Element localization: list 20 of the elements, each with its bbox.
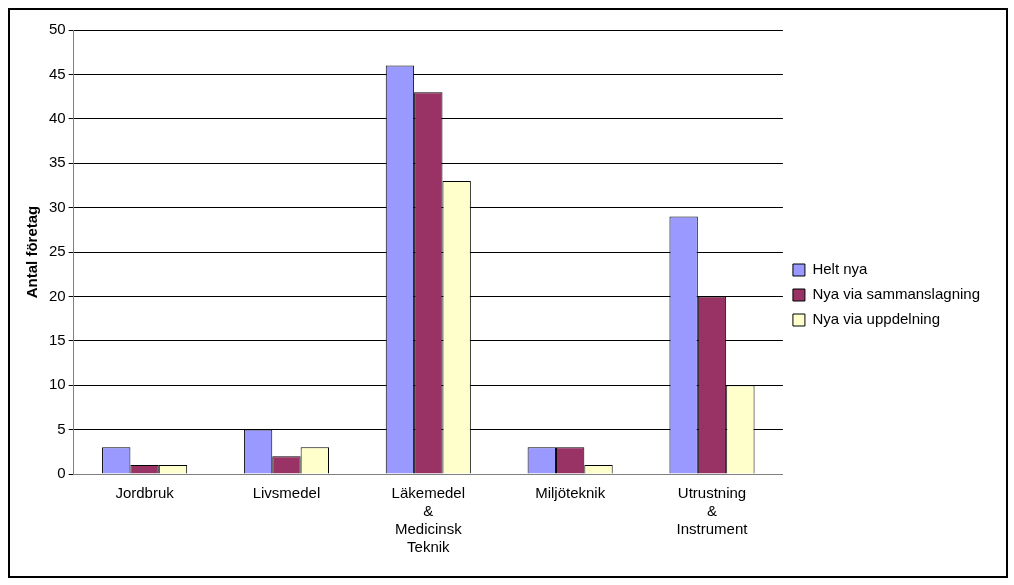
y-tick-label: 10 (49, 375, 66, 393)
y-tick-label: 35 (49, 153, 66, 171)
y-tick-label: 0 (57, 464, 66, 482)
y-tick-label: 5 (57, 419, 66, 437)
x-tick-label: Läkemedel & Medicinsk Teknik (391, 484, 465, 556)
y-tick-label: 25 (49, 242, 66, 260)
x-tick-label: Utrustning & Instrument (676, 484, 749, 538)
y-tick-label: 45 (49, 64, 66, 82)
x-tick-label: Jordbruk (115, 484, 175, 502)
y-tick-label: 30 (49, 197, 66, 215)
y-tick-label: 40 (49, 108, 66, 126)
legend-label: Nya via uppdelning (812, 310, 941, 328)
y-axis-title: Antal företag (23, 205, 41, 299)
x-tick-label: Miljöteknik (535, 484, 606, 502)
legend-label: Nya via sammanslagning (812, 285, 980, 303)
y-tick-label: 50 (49, 20, 66, 38)
y-tick-label: 20 (49, 286, 66, 304)
y-tick-label: 15 (49, 330, 66, 348)
legend-label: Helt nya (812, 260, 869, 278)
x-tick-label: Livsmedel (252, 484, 321, 502)
